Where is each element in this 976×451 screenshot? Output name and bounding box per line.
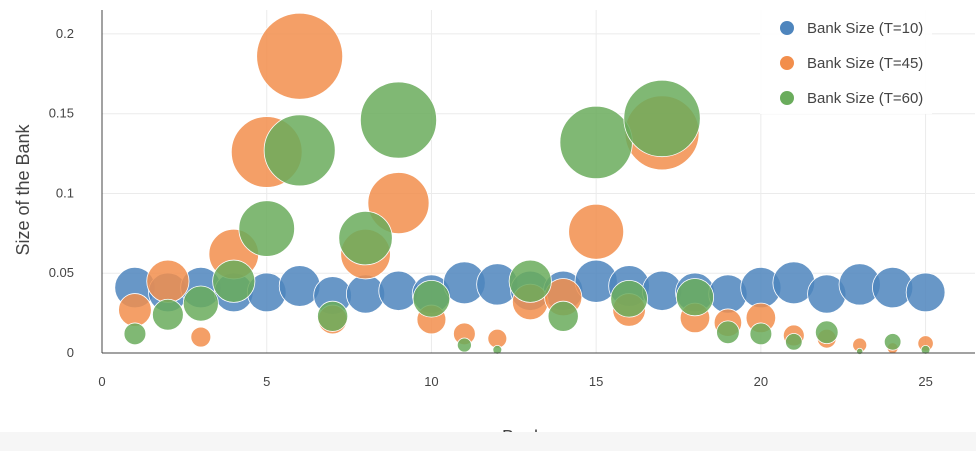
x-tick-label: 20 — [754, 374, 768, 389]
bubble-series-3[interactable] — [749, 322, 773, 346]
bubble-series-3[interactable] — [359, 81, 437, 159]
bubble-series-2[interactable] — [256, 12, 344, 100]
bubble-series-3[interactable] — [883, 333, 902, 351]
bubble-series-3[interactable] — [547, 300, 579, 332]
y-axis-title: Size of the Bank — [13, 123, 33, 255]
x-tick-label: 25 — [918, 374, 932, 389]
bubble-series-3[interactable] — [152, 298, 184, 331]
bubble-series-2[interactable] — [118, 293, 152, 327]
bubble-series-3[interactable] — [920, 344, 931, 355]
bubble-series-3[interactable] — [856, 347, 864, 355]
bubble-series-3[interactable] — [675, 278, 715, 317]
y-tick-label: 0.05 — [49, 265, 74, 280]
x-tick-label: 0 — [98, 374, 105, 389]
bubble-series-3[interactable] — [610, 279, 648, 318]
bubble-series-2[interactable] — [568, 203, 625, 260]
legend-label[interactable]: Bank Size (T=60) — [807, 90, 923, 107]
bubble-series-3[interactable] — [492, 344, 503, 355]
bubble-series-3[interactable] — [338, 210, 393, 266]
bubble-series-3[interactable] — [182, 285, 219, 322]
y-tick-label: 0.2 — [56, 26, 74, 41]
bubble-series-3[interactable] — [412, 279, 451, 318]
legend-marker[interactable] — [780, 21, 794, 35]
bubble-series-3[interactable] — [263, 114, 336, 187]
y-tick-label: 0.1 — [56, 185, 74, 200]
x-tick-label: 15 — [589, 374, 603, 389]
legend-marker[interactable] — [780, 91, 794, 105]
data-points — [114, 12, 946, 355]
y-tick-label: 0 — [67, 345, 74, 360]
bubble-series-3[interactable] — [785, 333, 803, 351]
bubble-series-2[interactable] — [146, 259, 190, 303]
bubble-series-3[interactable] — [508, 259, 552, 303]
x-tick-label: 5 — [263, 374, 270, 389]
bubble-series-3[interactable] — [123, 322, 147, 346]
bubble-series-3[interactable] — [212, 259, 256, 303]
bubble-series-3[interactable] — [456, 337, 472, 353]
legend-marker[interactable] — [780, 56, 794, 70]
legend-label[interactable]: Bank Size (T=45) — [807, 55, 923, 72]
bubble-series-3[interactable] — [623, 79, 701, 158]
bubble-series-2[interactable] — [190, 326, 212, 348]
bubble-series-3[interactable] — [716, 320, 740, 345]
legend[interactable]: Bank Size (T=10) Bank Size (T=45) Bank Siz… — [760, 10, 932, 114]
bubble-series-3[interactable] — [559, 105, 633, 180]
y-tick-label: 0.15 — [49, 106, 74, 121]
axes: 0 0.05 0.1 0.15 0.2 0 5 10 15 20 25 — [49, 10, 975, 389]
bubble-series-3[interactable] — [317, 300, 349, 332]
x-tick-label: 10 — [424, 374, 438, 389]
bubble-series-3[interactable] — [238, 200, 295, 257]
bubble-series-1[interactable] — [905, 272, 946, 313]
bubble-series-3[interactable] — [814, 320, 839, 345]
legend-label[interactable]: Bank Size (T=10) — [807, 20, 923, 37]
footer-band — [0, 432, 976, 451]
